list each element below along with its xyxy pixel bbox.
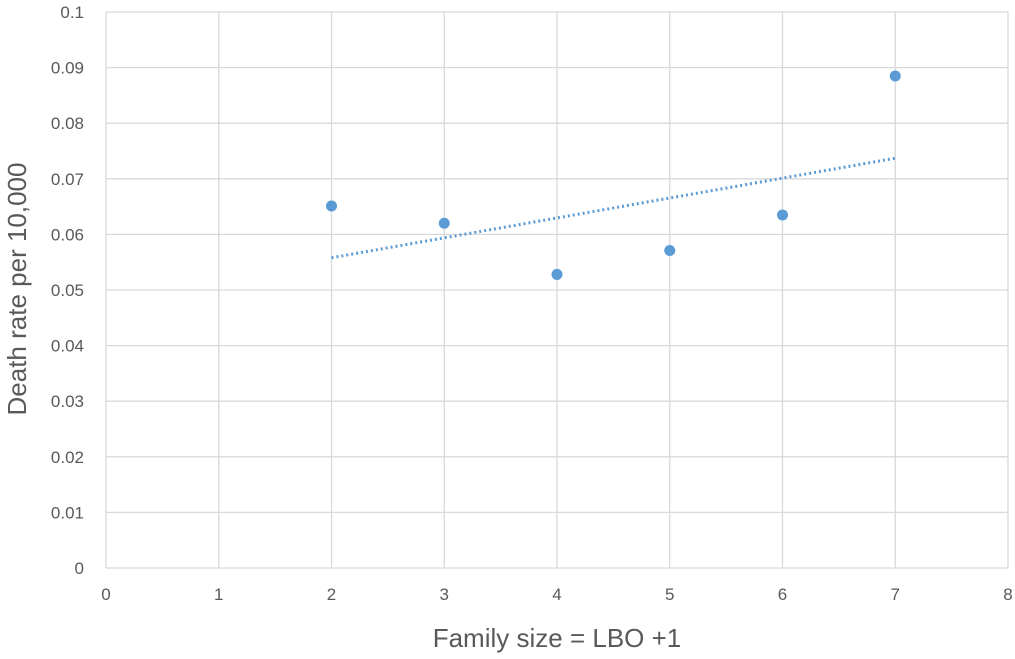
- y-tick-label: 0.02: [51, 448, 84, 467]
- y-tick-label: 0.1: [60, 3, 84, 22]
- data-point: [438, 217, 450, 229]
- y-tick-label: 0.05: [51, 281, 84, 300]
- y-tick-label: 0.04: [51, 337, 84, 356]
- x-tick-label: 6: [778, 585, 787, 604]
- y-axis-title: Death rate per 10,000: [2, 163, 32, 416]
- y-tick-label: 0.01: [51, 503, 84, 522]
- x-tick-label: 4: [552, 585, 561, 604]
- grid: [105, 11, 1009, 569]
- x-tick-label: 0: [101, 585, 110, 604]
- x-tick-label: 3: [440, 585, 449, 604]
- x-axis-ticks: 0 1 2 3 4 5 6 7 8: [101, 585, 1012, 604]
- data-point: [664, 245, 676, 257]
- y-tick-label: 0.03: [51, 392, 84, 411]
- y-axis-ticks: 0 0.01 0.02 0.03 0.04 0.05 0.06 0.07 0.08 0.09 0.1: [51, 3, 84, 578]
- x-axis-title: Family size = LBO +1: [433, 623, 682, 653]
- data-point: [889, 70, 901, 82]
- x-tick-label: 5: [665, 585, 674, 604]
- x-tick-label: 1: [214, 585, 223, 604]
- data-point: [551, 268, 563, 280]
- y-tick-label: 0.07: [51, 170, 84, 189]
- trendline: [331, 156, 896, 260]
- trendline-group: [331, 156, 896, 260]
- y-tick-label: 0.09: [51, 59, 84, 78]
- x-tick-label: 7: [891, 585, 900, 604]
- data-points: [326, 70, 901, 280]
- data-point: [777, 209, 788, 221]
- data-point: [326, 200, 337, 212]
- y-tick-label: 0.06: [51, 225, 84, 244]
- x-tick-label: 8: [1003, 585, 1012, 604]
- x-tick-label: 2: [327, 585, 336, 604]
- y-tick-label: 0.08: [51, 114, 84, 133]
- y-tick-label: 0: [75, 559, 84, 578]
